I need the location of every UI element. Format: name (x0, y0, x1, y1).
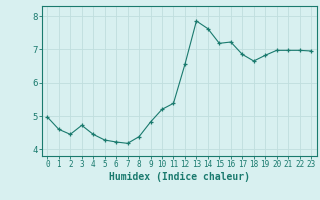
X-axis label: Humidex (Indice chaleur): Humidex (Indice chaleur) (109, 172, 250, 182)
